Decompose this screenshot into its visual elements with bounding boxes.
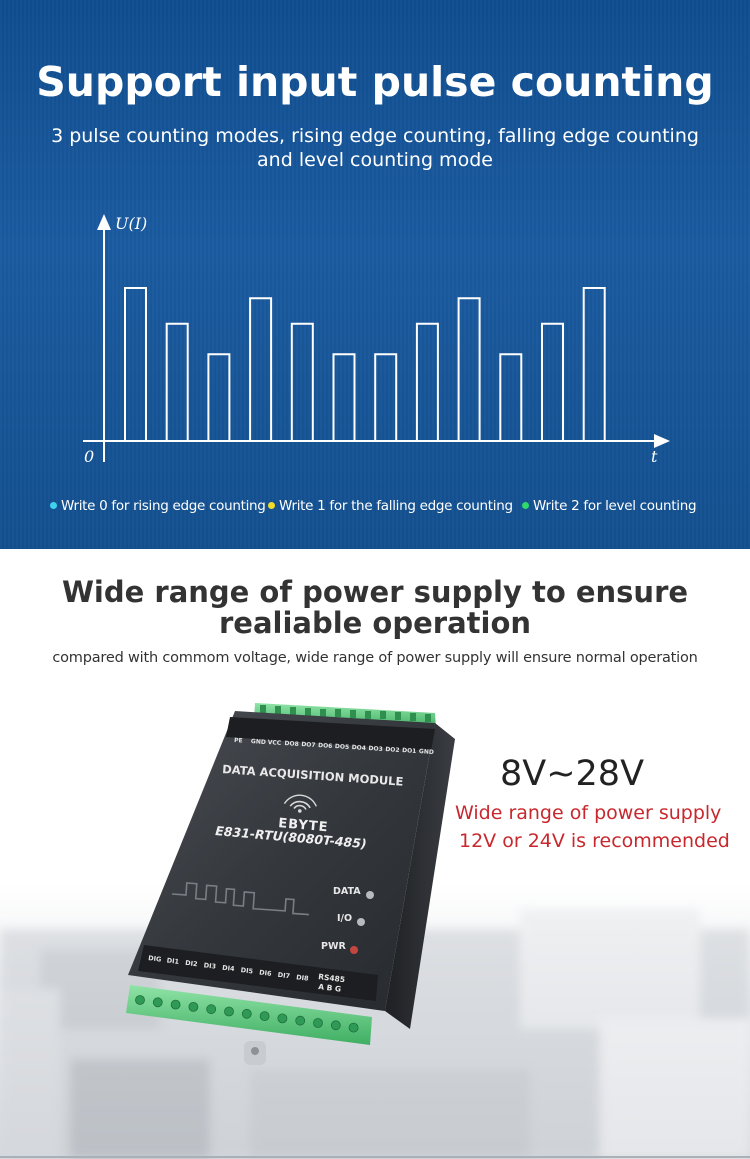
terminal-screw [348, 1022, 359, 1033]
pulse-diagram: U(I) 0 t [83, 214, 670, 466]
led-io-label: I/O [337, 913, 352, 924]
terminal-screw [206, 1004, 217, 1015]
pulse-5 [290, 322, 314, 441]
bottom-terminal-label: DI4 [222, 964, 236, 974]
terminal-screw [313, 1018, 323, 1028]
power-section-subtitle: compared with commom voltage, wide range… [52, 650, 698, 666]
led-pwr-label: PWR [321, 941, 346, 952]
pulse-8 [415, 322, 439, 441]
legend-item-rising: Write 0 for rising edge counting [50, 498, 266, 514]
pulse-section-subtitle: 3 pulse counting modes, rising edge coun… [40, 124, 710, 172]
pulse-1 [124, 287, 147, 441]
top-terminal-label: DO7 [301, 741, 316, 749]
pulse-4 [249, 297, 273, 441]
top-terminal-label: VCC [267, 739, 282, 747]
pulse-subtitle-line1: 3 pulse counting modes, rising edge coun… [51, 125, 699, 147]
led-data-indicator [366, 891, 374, 899]
rs485-pins: A B G [318, 982, 342, 994]
rs485-label: RS485 [318, 972, 346, 984]
pulse-3 [207, 353, 231, 441]
top-terminal-label: GND [419, 748, 434, 756]
y-axis-label: U(I) [115, 214, 147, 233]
bottom-terminal-label: DIG [148, 954, 162, 964]
terminal-screw [330, 1020, 341, 1031]
pulse-section-title: Support input pulse counting [36, 58, 714, 106]
bottom-terminal-labels: DIG DI1 DI2 DI3 DI4 DI5 DI6 DI7 DI8 [148, 954, 310, 983]
device-image: PE GND VCC DO8 DO7 DO6 DO5 DO4 DO3 DO2 DO1 GND DATA… [126, 703, 455, 1065]
bottom-terminal-screws [135, 995, 359, 1033]
top-terminal-label: GND [251, 738, 266, 746]
pulse-11 [541, 322, 564, 441]
bottom-terminal-label: DI6 [259, 968, 273, 978]
origin-label: 0 [84, 447, 94, 466]
terminal-screw [152, 997, 163, 1008]
bottom-terminal-label: DI5 [240, 966, 254, 976]
background-scene [0, 909, 750, 1159]
top-terminal-label: DO2 [385, 746, 400, 754]
pulse-counting-section: Support input pulse counting 3 pulse cou… [0, 0, 750, 549]
power-section-title: Wide range of power supply to ensure rea… [0, 577, 750, 639]
terminal-screw [170, 999, 181, 1010]
top-terminal-label: DO5 [335, 743, 350, 751]
terminal-screw [135, 995, 145, 1005]
brand-logo [283, 794, 317, 813]
brand-name: EBYTE [278, 816, 329, 835]
bottom-terminal-label: DI3 [203, 961, 216, 970]
legend-dot-falling [268, 501, 275, 509]
legend-dot-rising [50, 501, 57, 509]
legend-item-level: Write 2 for level counting [522, 498, 697, 514]
device-body [128, 711, 435, 1011]
terminal-screw [259, 1011, 270, 1022]
pulse-subtitle-line2: and level counting mode [257, 149, 493, 171]
legend-item-falling: Write 1 for the falling edge counting [268, 498, 513, 514]
pulse-train [124, 287, 606, 441]
bottom-terminal-label: DI8 [296, 973, 310, 983]
top-terminal-label: PE [234, 737, 243, 745]
terminal-screw [224, 1006, 234, 1017]
pulse-7 [374, 353, 398, 441]
device-side [385, 723, 455, 1029]
legend: Write 0 for rising edge counting Write 1… [0, 498, 750, 520]
terminal-screw [188, 1001, 199, 1012]
x-axis-arrow [654, 434, 670, 448]
top-terminal-labels: PE GND VCC DO8 DO7 DO6 DO5 DO4 DO3 DO2 DO1 GND [234, 737, 434, 756]
pulse-10 [499, 353, 523, 441]
waveform-etching [171, 882, 309, 916]
top-terminal-label: DO1 [402, 747, 417, 755]
terminal-screw [277, 1013, 288, 1024]
top-terminal-label: DO8 [284, 740, 299, 748]
voltage-note-line1: Wide range of power supply [455, 802, 722, 824]
led-pwr-indicator [350, 946, 358, 954]
pulse-12 [582, 287, 606, 441]
terminal-screw [295, 1015, 306, 1026]
pulse-2 [165, 322, 189, 441]
terminal-screw [241, 1008, 252, 1019]
pulse-6 [332, 353, 356, 441]
top-terminal-label: DO6 [318, 742, 333, 750]
bottom-terminal-label: DI2 [185, 959, 198, 968]
top-terminal-label: DO4 [351, 744, 366, 752]
led-data-label: DATA [333, 886, 361, 897]
power-title-line1: Wide range of power supply to ensure [61, 575, 689, 609]
led-io-indicator [357, 918, 365, 926]
bottom-terminal-label: DI7 [277, 971, 290, 980]
voltage-range: 8V~28V [500, 754, 645, 794]
top-terminal-label: DO3 [368, 745, 383, 753]
x-axis-label: t [651, 447, 658, 466]
power-supply-section: Wide range of power supply to ensure rea… [0, 549, 750, 1159]
power-title-line2: realiable operation [218, 606, 532, 640]
bottom-terminal-label: DI1 [166, 956, 180, 966]
legend-dot-level [522, 501, 529, 509]
pulse-9 [457, 297, 481, 441]
y-axis-arrow [97, 214, 111, 230]
voltage-note-line2: 12V or 24V is recommended [459, 830, 730, 852]
